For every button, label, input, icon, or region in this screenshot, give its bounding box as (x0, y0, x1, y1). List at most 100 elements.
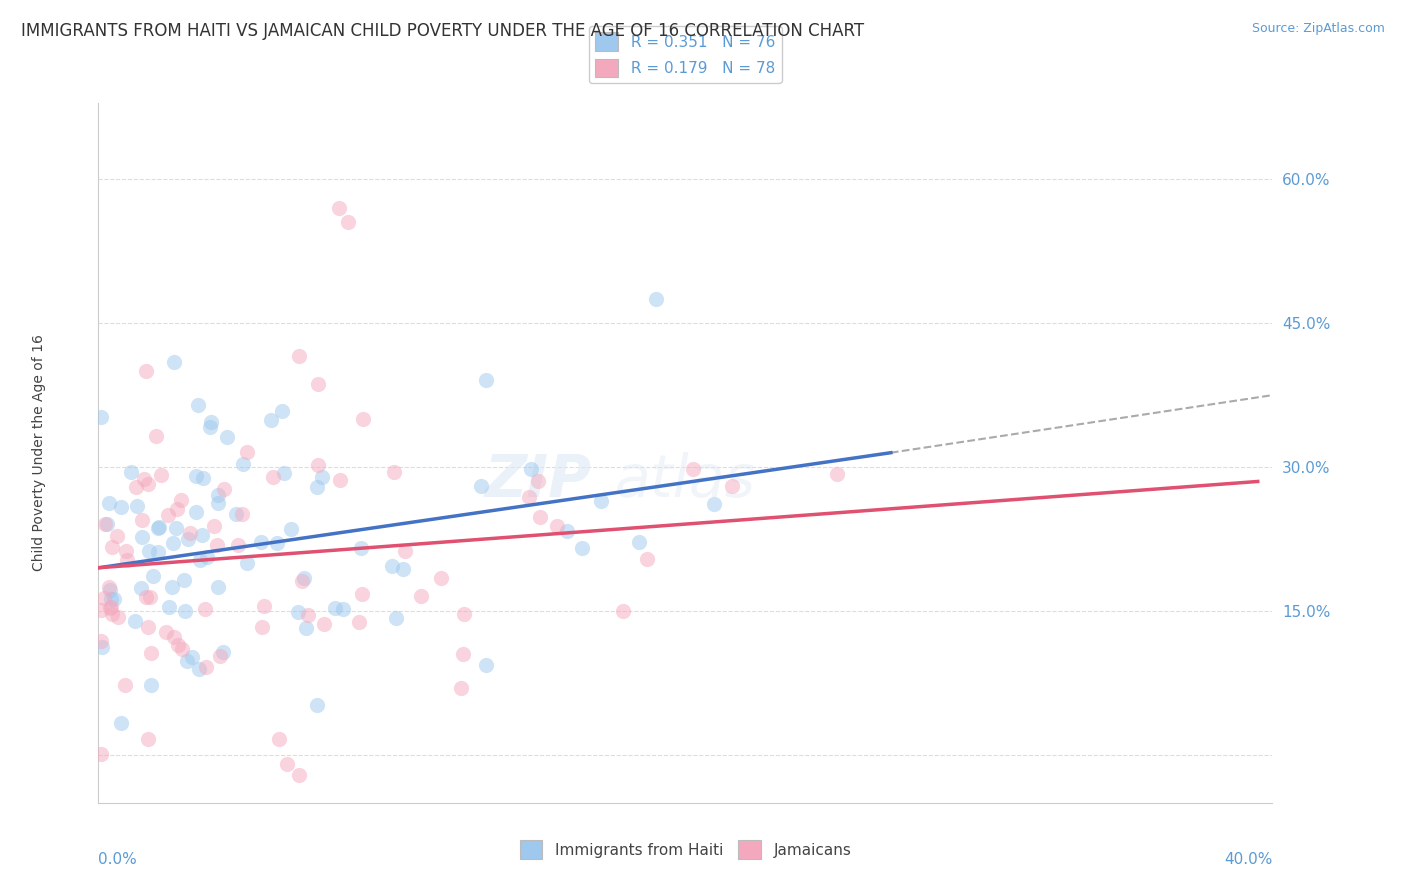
Point (117, 553, 139, 567)
Point (136, 731, 159, 746)
Point (162, 630, 184, 644)
Point (288, 768, 311, 782)
Point (517, 490, 540, 504)
Text: Source: ZipAtlas.com: Source: ZipAtlas.com (1251, 22, 1385, 36)
Point (142, 569, 165, 583)
Point (125, 480, 148, 494)
Point (307, 376, 329, 391)
Point (253, 599, 276, 613)
Point (165, 521, 187, 535)
Point (212, 482, 235, 496)
Point (131, 513, 153, 527)
Point (475, 657, 498, 672)
Point (173, 573, 195, 587)
Point (352, 411, 374, 425)
Point (138, 477, 160, 491)
Point (394, 543, 416, 558)
Point (162, 355, 184, 369)
Point (527, 474, 550, 488)
Point (139, 591, 162, 605)
Point (149, 467, 172, 482)
Point (184, 505, 207, 519)
Point (209, 649, 232, 664)
Point (90, 602, 112, 616)
Point (215, 430, 238, 444)
Point (98, 496, 121, 510)
Point (250, 620, 273, 634)
Point (190, 527, 212, 541)
Point (131, 530, 153, 544)
Point (571, 541, 593, 556)
Point (174, 604, 197, 618)
Point (110, 715, 132, 730)
Point (260, 412, 283, 426)
Text: ZIP: ZIP (485, 452, 592, 509)
Point (291, 574, 314, 588)
Point (91, 640, 114, 654)
Point (311, 470, 333, 484)
Point (98, 580, 121, 594)
Point (451, 648, 474, 662)
Point (269, 731, 291, 746)
Point (280, 522, 302, 536)
Point (336, 215, 359, 229)
Point (266, 536, 288, 550)
Point (96, 517, 118, 532)
Point (90, 747, 112, 761)
Point (148, 519, 170, 533)
Point (160, 580, 183, 594)
Point (332, 602, 354, 616)
Point (292, 570, 315, 584)
Point (100, 599, 122, 614)
Point (135, 590, 157, 604)
Point (721, 479, 744, 493)
Point (139, 678, 162, 692)
Point (381, 558, 404, 573)
Point (179, 525, 201, 540)
Point (127, 499, 149, 513)
Point (307, 458, 329, 472)
Point (129, 581, 152, 595)
Point (612, 604, 634, 618)
Point (135, 364, 157, 378)
Point (382, 466, 405, 480)
Point (162, 536, 184, 550)
Point (155, 624, 177, 639)
Point (347, 615, 370, 630)
Point (146, 521, 169, 535)
Point (146, 544, 169, 558)
Point (100, 607, 122, 622)
Point (235, 556, 257, 570)
Point (195, 549, 218, 564)
Point (187, 398, 209, 412)
Text: 40.0%: 40.0% (1225, 852, 1272, 867)
Point (271, 404, 294, 418)
Point (93, 591, 115, 605)
Point (703, 497, 725, 511)
Point (90, 634, 112, 648)
Point (193, 470, 215, 484)
Point (350, 587, 373, 601)
Text: Child Poverty Under the Age of 16: Child Poverty Under the Age of 16 (31, 334, 45, 571)
Point (207, 488, 229, 502)
Point (169, 493, 191, 508)
Point (288, 349, 311, 363)
Point (384, 610, 406, 624)
Point (101, 540, 124, 554)
Point (167, 638, 190, 652)
Point (312, 616, 335, 631)
Point (287, 605, 309, 619)
Point (827, 467, 849, 482)
Point (232, 457, 254, 471)
Point (184, 469, 207, 483)
Point (228, 538, 250, 552)
Point (628, 535, 651, 549)
Point (589, 494, 612, 508)
Point (555, 524, 578, 538)
Point (453, 607, 475, 621)
Legend: Immigrants from Haiti, Jamaicans: Immigrants from Haiti, Jamaicans (513, 834, 858, 865)
Point (115, 544, 138, 558)
Point (529, 510, 551, 524)
Point (207, 496, 229, 510)
Point (100, 592, 122, 607)
